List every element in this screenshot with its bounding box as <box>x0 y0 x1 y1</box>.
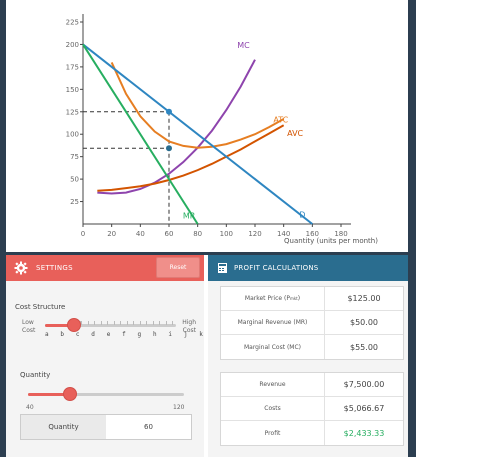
quantity-box-label: Quantity <box>21 415 106 439</box>
curve-avc <box>97 124 285 192</box>
table-row: Marginal Cost (MC) $55.00 <box>221 335 403 359</box>
price-point <box>166 108 172 115</box>
x-tick-label: 20 <box>107 230 116 238</box>
revenue-value: $7,500.00 <box>343 380 385 389</box>
profit-value: $2,433.33 <box>343 428 385 438</box>
y-tick-label: 125 <box>66 108 79 116</box>
table-row: Market Price (P mkt) $125.00 <box>221 287 403 311</box>
y-tick-label: 225 <box>66 19 79 27</box>
cost-tick <box>165 321 167 325</box>
cost-tick <box>94 321 95 325</box>
revenue-label: Revenue <box>221 373 325 396</box>
mc-value: $55.00 <box>350 342 378 352</box>
table-row: Marginal Revenue (MR) $50.00 <box>221 311 403 335</box>
mr-label: Marginal Revenue (MR) <box>221 311 325 334</box>
x-tick-label: 120 <box>248 230 261 238</box>
quantity-box-value[interactable]: 60 <box>144 423 153 431</box>
cost-tick <box>100 321 102 325</box>
quantity-slider-track[interactable] <box>28 393 184 396</box>
y-tick-label: 200 <box>66 41 79 49</box>
settings-title: SETTINGS <box>36 264 73 272</box>
cost-tick <box>133 321 134 325</box>
cost-tick <box>172 321 173 325</box>
cost-slider-thumb[interactable] <box>66 318 81 332</box>
quantity-box[interactable]: Quantity 60 <box>20 414 192 440</box>
cost-tick <box>152 321 154 325</box>
gear-icon <box>14 261 28 275</box>
cost-slider-ticks <box>80 321 176 325</box>
cost-curve-chart: 225 200 175 150 125 100 75 50 25 0 20 40 60 80 100 120 1… <box>6 0 408 252</box>
curve-label-avc: AVC <box>287 129 303 138</box>
y-tick-label: 100 <box>66 131 79 139</box>
cost-tick <box>81 321 82 325</box>
x-tick-label: 160 <box>306 230 319 238</box>
x-tick-label: 80 <box>193 230 202 238</box>
curve-label-d: D <box>299 211 305 220</box>
table-row: Profit $2,433.33 <box>221 421 403 445</box>
quantity-slider-thumb[interactable] <box>63 387 78 401</box>
cost-tick <box>146 321 147 325</box>
curve-atc <box>110 61 285 149</box>
cost-slider-fill <box>45 324 74 327</box>
quantity-slider-fill <box>28 393 71 396</box>
table-row: Revenue $7,500.00 <box>221 373 403 397</box>
curve-mr <box>82 43 199 225</box>
curve-mc <box>97 59 256 195</box>
profit-title: PROFIT CALCULATIONS <box>234 264 319 272</box>
mr-value: $50.00 <box>350 318 378 327</box>
costs-value: $5,066.67 <box>343 404 385 413</box>
cost-tick <box>120 321 121 325</box>
totals-table: Revenue $7,500.00 Costs $5,066.67 Profit… <box>220 372 404 446</box>
quantity-max-label: 120 <box>173 404 185 411</box>
calculator-icon <box>218 263 227 273</box>
x-tick-label: 0 <box>81 230 85 238</box>
y-tick-label: 150 <box>66 86 79 94</box>
costs-label: Costs <box>221 397 325 420</box>
market-price-label: Market Price (P mkt) <box>221 287 325 310</box>
cost-tick <box>159 321 160 325</box>
y-tick-label: 75 <box>70 153 79 161</box>
cost-tick <box>139 321 141 325</box>
chart-svg: 225 200 175 150 125 100 75 50 25 0 20 40 60 80 100 120 1… <box>66 14 378 245</box>
cost-tick <box>87 321 89 325</box>
atc-point <box>166 145 172 152</box>
left-frame-bar <box>0 0 6 457</box>
x-tick-label: 100 <box>220 230 233 238</box>
quantity-min-label: 40 <box>26 404 34 411</box>
quantity-label: Quantity <box>20 371 51 379</box>
y-tick-label: 50 <box>70 176 79 184</box>
cost-slider-track[interactable] <box>45 324 176 327</box>
curve-label-atc: ATC <box>273 116 288 125</box>
curve-label-mc: MC <box>237 41 250 50</box>
price-table: Market Price (P mkt) $125.00 Marginal Rev… <box>220 286 404 360</box>
x-axis-label: Quantity (units per month) <box>284 237 378 245</box>
reset-button[interactable]: Reset <box>156 257 200 278</box>
x-tick-label: 180 <box>334 230 347 238</box>
mc-label: Marginal Cost (MC) <box>221 335 325 359</box>
cost-tick <box>107 321 108 325</box>
profit-label: Profit <box>221 421 325 445</box>
x-tick-label: 60 <box>165 230 174 238</box>
high-cost-label: High Cost <box>182 319 196 334</box>
cost-tick <box>126 321 128 325</box>
curve-d <box>82 43 313 225</box>
cost-letter-scale: a b c d e f g h i j k l m n o <box>45 331 269 338</box>
cost-tick <box>113 321 115 325</box>
profit-header: PROFIT CALCULATIONS <box>208 255 408 281</box>
curve-label-mr: MR <box>183 212 196 221</box>
y-tick-label: 175 <box>66 63 79 71</box>
y-tick-label: 25 <box>70 198 79 206</box>
low-cost-label: Low Cost <box>22 319 36 334</box>
market-price-value: $125.00 <box>347 294 381 303</box>
x-tick-label: 40 <box>136 230 145 238</box>
table-row: Costs $5,066.67 <box>221 397 403 421</box>
cost-structure-label: Cost Structure <box>15 303 66 311</box>
section-divider <box>0 252 416 255</box>
right-frame-bar <box>408 0 416 457</box>
x-tick-label: 140 <box>277 230 290 238</box>
